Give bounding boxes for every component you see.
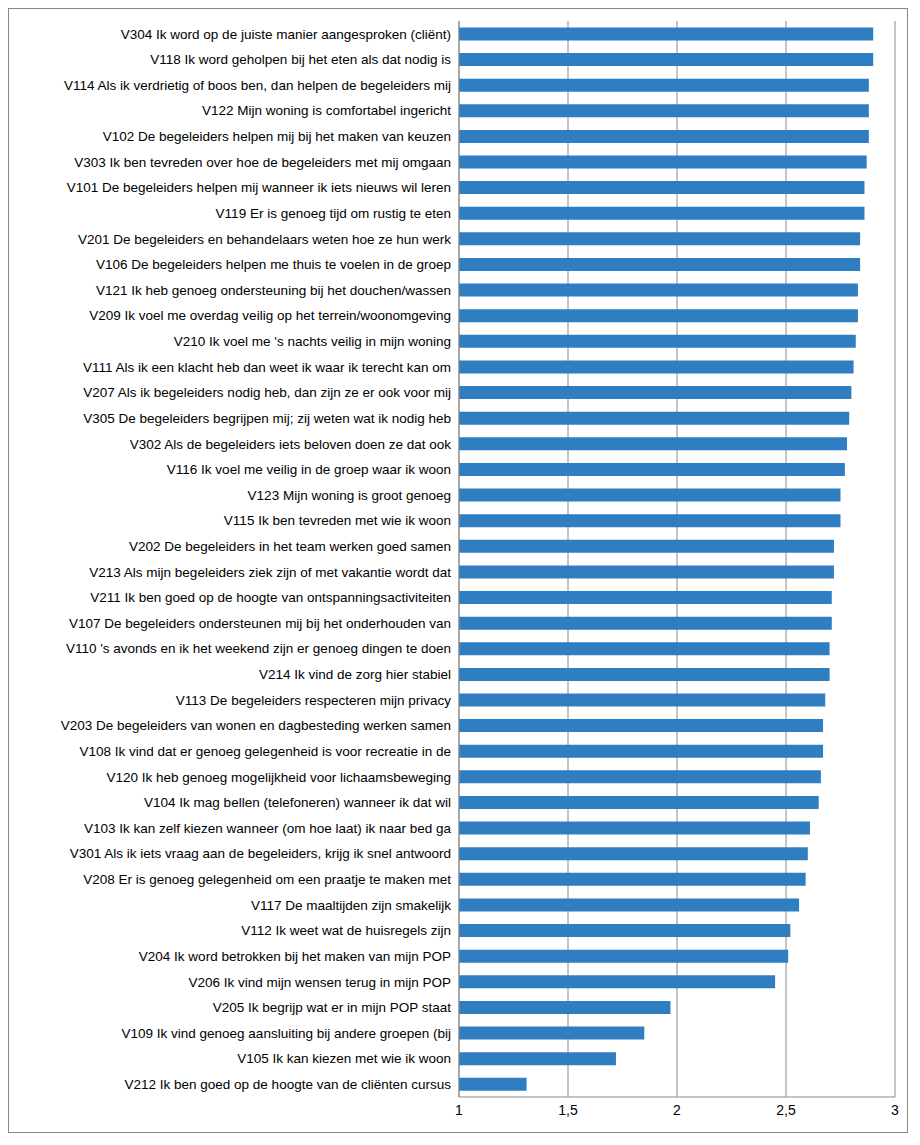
svg-text:V113 De begeleiders respectere: V113 De begeleiders respecteren mijn pri…	[176, 693, 451, 708]
svg-text:V305 De begeleiders begrijpen: V305 De begeleiders begrijpen mij; zij w…	[83, 411, 451, 426]
svg-text:V101 De begeleiders helpen mij: V101 De begeleiders helpen mij wanneer i…	[67, 180, 451, 195]
svg-text:V107 De begeleiders ondersteun: V107 De begeleiders ondersteunen mij bij…	[69, 616, 451, 631]
svg-text:V110 's avonds en ik het weeke: V110 's avonds en ik het weekend zijn er…	[66, 641, 451, 656]
svg-text:1,5: 1,5	[558, 1102, 578, 1118]
svg-text:V301 Als ik iets vraag aan de: V301 Als ik iets vraag aan de begeleider…	[70, 846, 451, 861]
svg-text:V204 Ik word betrokken bij het: V204 Ik word betrokken bij het maken van…	[139, 949, 451, 964]
svg-text:V207 Als ik begeleiders nodig: V207 Als ik begeleiders nodig heb, dan z…	[83, 385, 451, 400]
svg-text:V116 Ik voel me veilig in de g: V116 Ik voel me veilig in de groep waar …	[167, 462, 451, 477]
svg-text:V104 Ik mag bellen (telefonere: V104 Ik mag bellen (telefoneren) wanneer…	[144, 795, 451, 810]
svg-text:V202 De begeleiders in het tea: V202 De begeleiders in het team werken g…	[129, 539, 451, 554]
svg-text:V304 Ik word op de juiste mani: V304 Ik word op de juiste manier aangesp…	[121, 27, 451, 42]
svg-text:V210 Ik voel me 's nachts veil: V210 Ik voel me 's nachts veilig in mijn…	[174, 334, 451, 349]
svg-text:V108 Ik vind dat er genoeg gel: V108 Ik vind dat er genoeg gelegenheid i…	[79, 744, 451, 759]
svg-text:V117 De maaltijden zijn smakel: V117 De maaltijden zijn smakelijk	[251, 898, 451, 913]
svg-text:V112 Ik weet wat de huisregels: V112 Ik weet wat de huisregels zijn	[241, 923, 451, 938]
svg-text:V213 Als mijn begeleiders ziek: V213 Als mijn begeleiders ziek zijn of m…	[89, 565, 451, 580]
svg-text:V201 De begeleiders en behande: V201 De begeleiders en behandelaars wete…	[78, 232, 451, 247]
svg-text:V214 Ik vind de zorg hier stab: V214 Ik vind de zorg hier stabiel	[259, 667, 451, 682]
svg-text:V114 Als ik verdrietig of boos: V114 Als ik verdrietig of boos ben, dan …	[64, 78, 451, 93]
svg-text:V115 Ik ben tevreden met wie i: V115 Ik ben tevreden met wie ik woon	[224, 513, 451, 528]
svg-text:2: 2	[673, 1102, 681, 1118]
svg-text:V102 De begeleiders helpen mij: V102 De begeleiders helpen mij bij het m…	[103, 129, 451, 144]
svg-text:1: 1	[455, 1102, 463, 1118]
svg-text:V123 Mijn woning is groot geno: V123 Mijn woning is groot genoeg	[248, 488, 451, 503]
svg-text:V208 Er is genoeg gelegenheid: V208 Er is genoeg gelegenheid om een pra…	[83, 872, 451, 887]
svg-text:V212 Ik ben goed op de hoogte: V212 Ik ben goed op de hoogte van de cli…	[125, 1077, 452, 1092]
svg-text:V111 Als ik een klacht heb dan: V111 Als ik een klacht heb dan weet ik w…	[83, 360, 451, 375]
svg-text:V122 Mijn woning is comfortabe: V122 Mijn woning is comfortabel ingerich…	[202, 103, 451, 118]
svg-text:V211 Ik ben goed op de hoogte: V211 Ik ben goed op de hoogte van ontspa…	[90, 590, 451, 605]
svg-text:V206 Ik vind mijn wensen terug: V206 Ik vind mijn wensen terug in mijn P…	[188, 975, 451, 990]
svg-text:V103 Ik kan zelf kiezen wannee: V103 Ik kan zelf kiezen wanneer (om hoe …	[84, 821, 451, 836]
svg-text:V302 Als de begeleiders iets b: V302 Als de begeleiders iets beloven doe…	[130, 437, 451, 452]
svg-text:V205 Ik begrijp wat er in mijn: V205 Ik begrijp wat er in mijn POP staat	[213, 1000, 452, 1015]
svg-text:V118 Ik word geholpen bij het: V118 Ik word geholpen bij het eten als d…	[150, 52, 451, 67]
svg-text:V106 De begeleiders helpen me: V106 De begeleiders helpen me thuis te v…	[96, 257, 451, 272]
svg-text:V120 Ik heb genoeg mogelijkhei: V120 Ik heb genoeg mogelijkheid voor lic…	[107, 770, 451, 785]
svg-text:V203 De begeleiders van wonen: V203 De begeleiders van wonen en dagbest…	[61, 718, 451, 733]
svg-text:V303 Ik ben tevreden over hoe: V303 Ik ben tevreden over hoe de begelei…	[74, 155, 451, 170]
svg-text:V121 Ik heb genoeg ondersteuni: V121 Ik heb genoeg ondersteuning bij het…	[96, 283, 451, 298]
svg-text:3: 3	[891, 1102, 899, 1118]
svg-text:V119 Er is genoeg tijd om rust: V119 Er is genoeg tijd om rustig te eten	[216, 206, 451, 221]
svg-text:V109 Ik vind genoeg aansluitin: V109 Ik vind genoeg aansluiting bij ande…	[122, 1026, 451, 1041]
svg-text:2,5: 2,5	[776, 1102, 796, 1118]
svg-text:V105 Ik kan kiezen met wie ik: V105 Ik kan kiezen met wie ik woon	[237, 1051, 451, 1066]
svg-text:V209 Ik voel me overdag veilig: V209 Ik voel me overdag veilig op het te…	[89, 308, 451, 323]
